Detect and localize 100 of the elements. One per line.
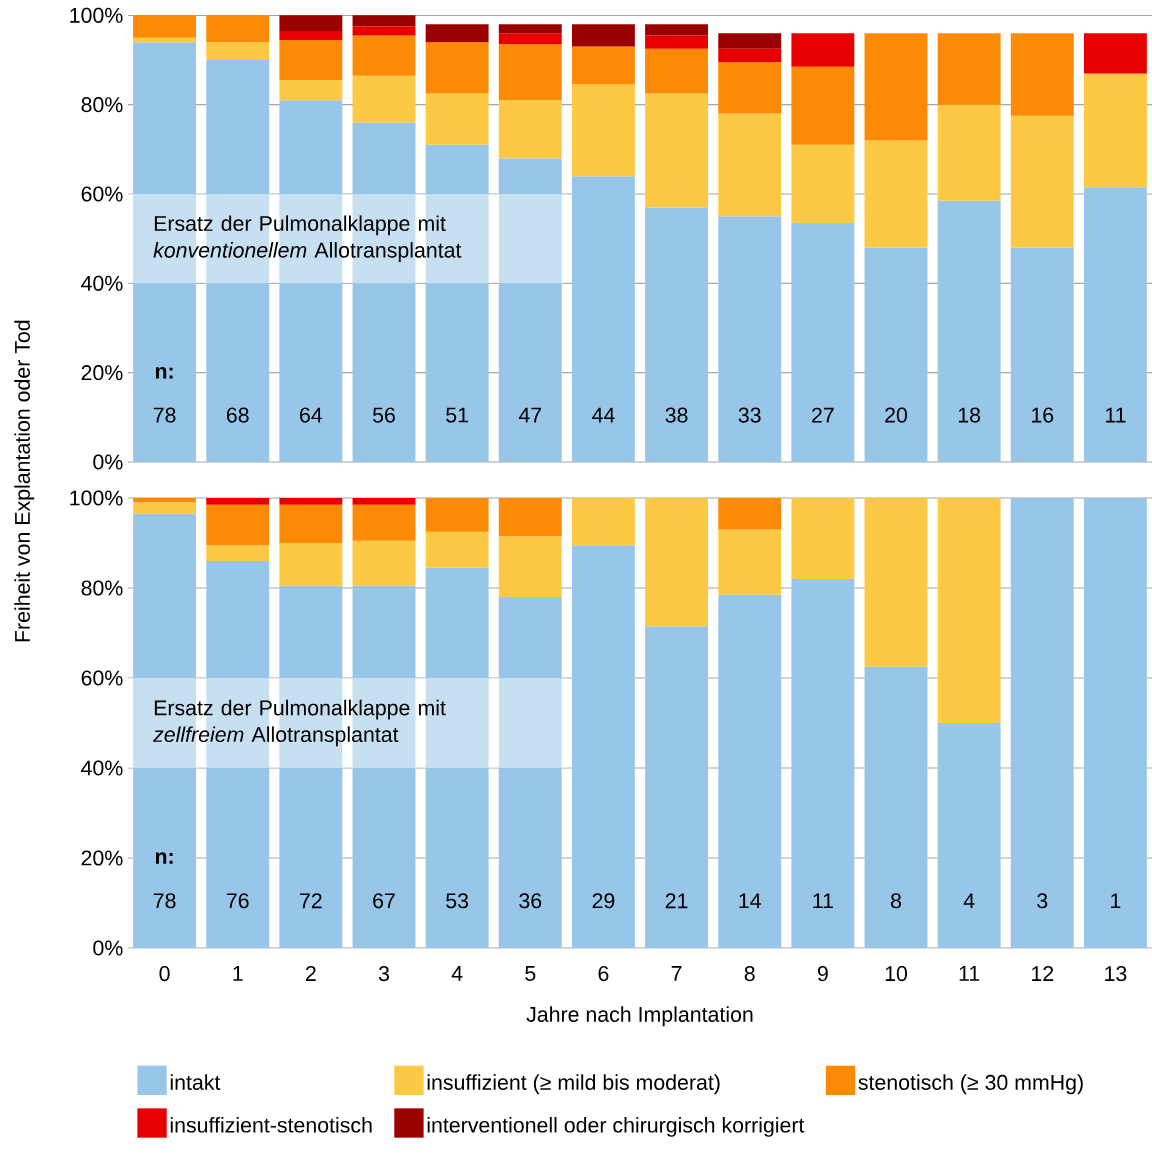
- bar: [279, 15, 343, 31]
- x-tick-label: 0: [159, 966, 170, 982]
- x-tick-label: 3: [378, 966, 389, 982]
- annotation: 53: [446, 893, 469, 909]
- bar: [498, 44, 562, 101]
- bar: [791, 579, 855, 948]
- bar: [937, 104, 1001, 201]
- bar: [937, 200, 1001, 462]
- bar: [279, 498, 343, 505]
- x-tick-label: 6: [598, 966, 609, 982]
- bar: [645, 48, 709, 94]
- legend-label: insuffizient-stenotisch: [170, 1116, 372, 1133]
- annotation: 27: [812, 407, 834, 423]
- y-tick-label: 0%: [93, 454, 123, 470]
- bar: [645, 626, 709, 948]
- bar: [864, 666, 928, 948]
- bar: [1083, 498, 1147, 948]
- annotation: 4: [963, 893, 975, 909]
- bar: [133, 37, 197, 43]
- annotation: Ersatz der Pulmonalklappe mit zellfreiem Allotransplantat: [153, 699, 446, 747]
- bar: [937, 33, 1001, 105]
- y-tick-label: 60%: [81, 186, 123, 202]
- bar: [864, 498, 928, 667]
- annotation: 11: [813, 893, 833, 909]
- annotation: 51: [446, 407, 468, 423]
- y-tick-label: 100%: [70, 490, 123, 506]
- bar: [645, 207, 709, 462]
- bar: [498, 597, 562, 948]
- legend-label: insuffizient (≥ mild bis moderat): [427, 1074, 720, 1095]
- x-tick-label: 1: [233, 966, 243, 981]
- x-tick-label: 9: [817, 966, 828, 982]
- x-tick-label: 5: [525, 966, 536, 981]
- bar: [718, 48, 782, 63]
- bar: [352, 26, 416, 36]
- bar: [571, 176, 635, 462]
- bar: [791, 223, 855, 462]
- bar: [425, 498, 489, 532]
- bar: [791, 498, 855, 579]
- annotation: 8: [890, 893, 901, 909]
- bar: [279, 39, 343, 81]
- annotation: 47: [518, 407, 542, 423]
- bar: [1083, 33, 1147, 74]
- annotation: 72: [300, 893, 322, 909]
- bar: [718, 529, 782, 595]
- y-tick-label: 40%: [81, 275, 123, 291]
- bar: [133, 502, 197, 514]
- bar: [645, 35, 709, 49]
- bar: [498, 536, 562, 597]
- bar: [206, 42, 270, 60]
- bar: [279, 504, 343, 543]
- bar: [1010, 33, 1074, 116]
- bar: [206, 15, 270, 43]
- y-tick-label: 20%: [81, 850, 123, 866]
- y-tick-label: 100%: [70, 7, 123, 23]
- annotation: 33: [738, 407, 761, 423]
- bar: [645, 498, 709, 627]
- bar: [937, 498, 1001, 723]
- bar: [718, 62, 782, 114]
- annotation: n:: [155, 852, 173, 864]
- bar: [718, 216, 782, 462]
- annotation: 67: [373, 893, 395, 909]
- annotation: 76: [226, 893, 249, 909]
- bar: [279, 543, 343, 586]
- y-tick-label: 20%: [81, 365, 123, 381]
- bar: [1010, 115, 1074, 248]
- bar: [206, 498, 270, 505]
- annotation: n:: [155, 366, 173, 379]
- y-tick-label: 80%: [81, 97, 123, 113]
- annotation: 36: [519, 893, 542, 909]
- legend-label: intakt: [170, 1074, 221, 1090]
- bar: [279, 80, 343, 101]
- bar: [425, 42, 489, 94]
- bar: [425, 24, 489, 43]
- annotation: 18: [958, 407, 981, 423]
- x-tick-label: 12: [1032, 966, 1054, 981]
- bar: [498, 24, 562, 34]
- bar: [571, 24, 635, 47]
- legend-label: stenotisch (≥ 30 mmHg): [858, 1074, 1083, 1095]
- bar: [571, 46, 635, 85]
- x-tick-label: 2: [305, 966, 316, 981]
- bar: [352, 504, 416, 541]
- annotation: 3: [1037, 893, 1048, 909]
- y-tick-label: 40%: [81, 760, 123, 776]
- bar: [206, 504, 270, 546]
- annotation: 11: [1105, 407, 1126, 423]
- annotation: 1: [1111, 893, 1121, 909]
- bar: [352, 35, 416, 76]
- bar: [864, 33, 928, 141]
- annotation: 38: [665, 407, 688, 423]
- bar: [425, 93, 489, 145]
- annotation: 64: [300, 407, 323, 423]
- annotation: 78: [153, 893, 176, 909]
- annotation: 21: [665, 893, 688, 909]
- annotation: 44: [592, 407, 615, 423]
- bar: [1010, 247, 1074, 462]
- legend-label: interventionell oder chirurgisch korrigiert: [427, 1116, 805, 1137]
- annotation: 20: [885, 407, 908, 423]
- bar: [498, 33, 562, 45]
- annotation: Ersatz der Pulmonalklappe mit konventionellem Allotransplantat: [153, 215, 462, 262]
- x-tick-label: 8: [744, 966, 755, 982]
